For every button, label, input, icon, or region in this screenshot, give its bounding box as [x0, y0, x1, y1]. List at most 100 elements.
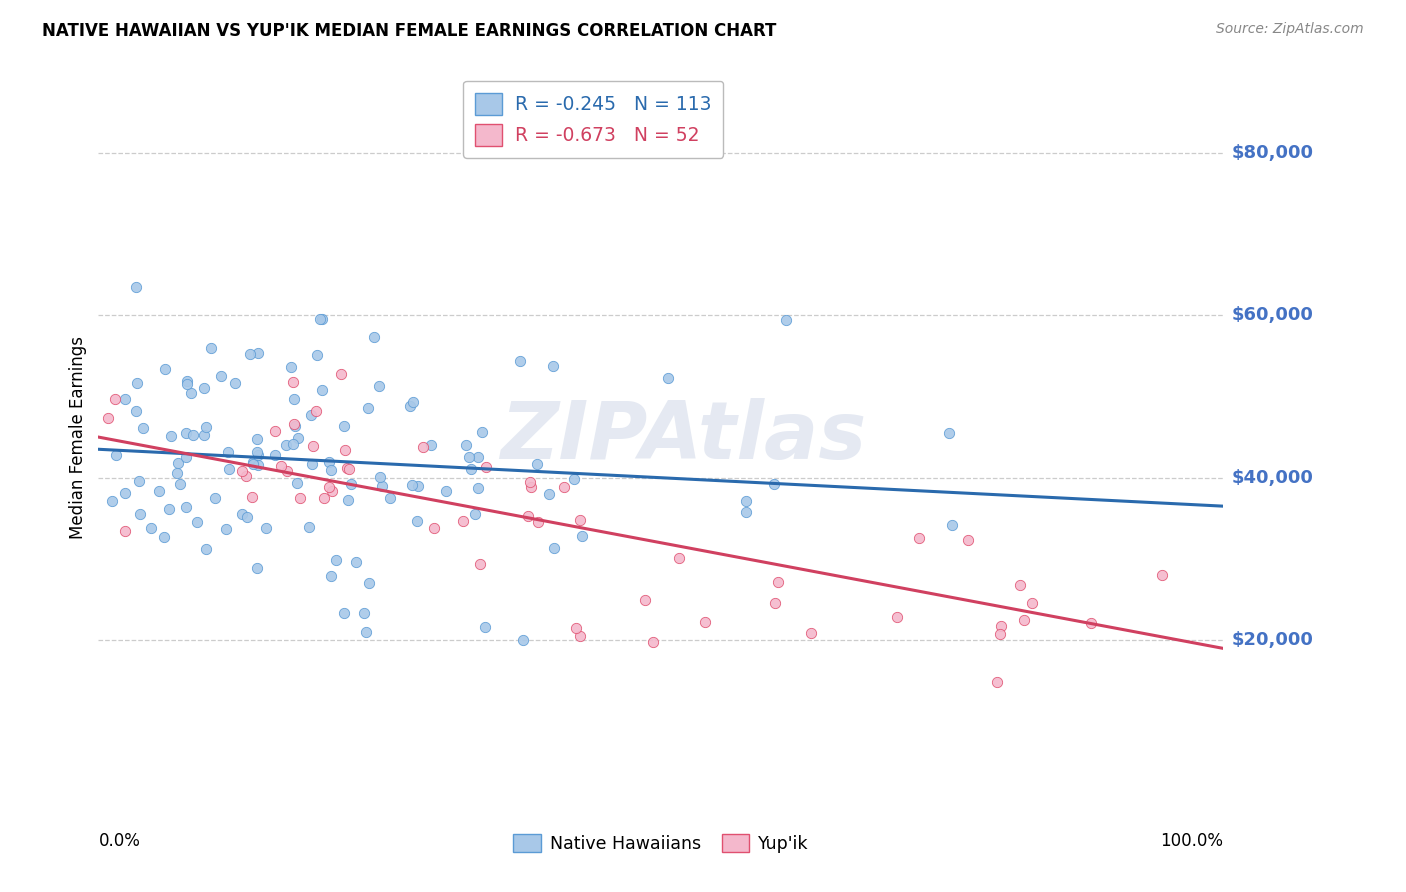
- Point: [235, 469, 257, 483]
- Point: [242, 491, 264, 505]
- Point: [280, 359, 302, 374]
- Point: [333, 419, 356, 434]
- Point: [1021, 596, 1043, 610]
- Point: [270, 459, 292, 474]
- Point: [368, 379, 391, 393]
- Point: [276, 464, 298, 478]
- Point: [517, 508, 540, 523]
- Point: [218, 462, 240, 476]
- Point: [357, 401, 380, 415]
- Point: [301, 457, 323, 471]
- Point: [236, 510, 259, 524]
- Point: [105, 449, 128, 463]
- Point: [231, 464, 253, 478]
- Point: [763, 476, 786, 491]
- Point: [274, 438, 297, 452]
- Point: [908, 531, 931, 545]
- Point: [467, 481, 489, 495]
- Point: [283, 375, 305, 389]
- Point: [633, 592, 655, 607]
- Point: [242, 457, 264, 471]
- Point: [509, 354, 531, 368]
- Point: [543, 541, 565, 555]
- Point: [344, 555, 367, 569]
- Point: [209, 368, 232, 383]
- Point: [886, 610, 908, 624]
- Point: [254, 521, 277, 535]
- Point: [569, 629, 592, 643]
- Point: [176, 376, 198, 391]
- Point: [641, 634, 664, 648]
- Point: [405, 514, 427, 528]
- Point: [180, 385, 202, 400]
- Point: [1152, 568, 1174, 582]
- Point: [283, 392, 305, 406]
- Point: [285, 475, 308, 490]
- Point: [1010, 578, 1032, 592]
- Point: [127, 376, 149, 391]
- Point: [157, 502, 180, 516]
- Point: [451, 514, 474, 528]
- Point: [1080, 615, 1102, 630]
- Point: [941, 518, 963, 533]
- Point: [176, 374, 198, 388]
- Point: [321, 484, 343, 499]
- Point: [568, 513, 591, 527]
- Point: [193, 381, 215, 395]
- Point: [420, 438, 443, 452]
- Point: [537, 486, 560, 500]
- Point: [132, 421, 155, 435]
- Point: [318, 455, 340, 469]
- Point: [668, 551, 690, 566]
- Point: [238, 347, 260, 361]
- Point: [311, 312, 333, 326]
- Point: [114, 486, 136, 500]
- Point: [302, 439, 325, 453]
- Point: [298, 520, 321, 534]
- Point: [321, 569, 343, 583]
- Point: [695, 615, 717, 629]
- Point: [464, 507, 486, 521]
- Point: [986, 675, 1008, 690]
- Point: [336, 492, 359, 507]
- Point: [541, 359, 564, 373]
- Point: [956, 533, 979, 547]
- Point: [218, 445, 240, 459]
- Text: ZIPAtlas: ZIPAtlas: [501, 398, 866, 476]
- Point: [174, 450, 197, 464]
- Point: [314, 491, 336, 505]
- Point: [363, 329, 385, 343]
- Point: [125, 404, 148, 418]
- Text: 0.0%: 0.0%: [98, 832, 141, 850]
- Point: [307, 348, 329, 362]
- Point: [195, 420, 218, 434]
- Point: [139, 521, 162, 535]
- Point: [321, 462, 343, 476]
- Point: [152, 530, 174, 544]
- Point: [290, 491, 312, 506]
- Point: [264, 448, 287, 462]
- Point: [114, 524, 136, 538]
- Legend: Native Hawaiians, Yup'ik: Native Hawaiians, Yup'ik: [506, 827, 815, 860]
- Point: [1014, 613, 1036, 627]
- Text: $80,000: $80,000: [1232, 144, 1313, 161]
- Point: [408, 479, 430, 493]
- Text: $60,000: $60,000: [1232, 306, 1313, 324]
- Point: [401, 478, 423, 492]
- Point: [337, 462, 360, 476]
- Point: [471, 425, 494, 439]
- Point: [128, 507, 150, 521]
- Point: [474, 619, 496, 633]
- Point: [287, 431, 309, 445]
- Point: [181, 428, 204, 442]
- Point: [519, 475, 541, 489]
- Point: [657, 371, 679, 385]
- Point: [318, 480, 340, 494]
- Point: [283, 417, 305, 432]
- Point: [284, 418, 307, 433]
- Point: [195, 542, 218, 557]
- Point: [263, 424, 285, 438]
- Point: [174, 426, 197, 441]
- Point: [399, 399, 422, 413]
- Point: [402, 395, 425, 409]
